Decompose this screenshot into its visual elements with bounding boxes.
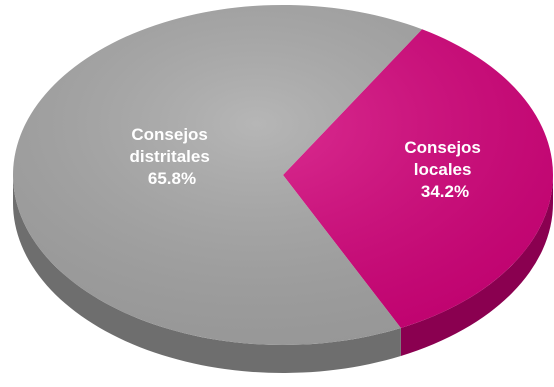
pie-sides (13, 175, 553, 373)
label-line: distritales (129, 147, 209, 166)
pie-shading (13, 5, 553, 345)
slice-side (13, 175, 401, 373)
slice-side (400, 175, 553, 356)
slice-label-distritales: Consejos distritales 65.8% (129, 125, 214, 188)
label-line: Consejos (131, 125, 208, 144)
label-value: 65.8% (148, 169, 196, 188)
label-value: 34.2% (421, 182, 469, 201)
label-line: Consejos (404, 138, 481, 157)
slice-label-locales: Consejos locales 34.2% (404, 138, 485, 201)
label-line: locales (414, 160, 472, 179)
pie-tops (13, 5, 553, 346)
pie-labels: Consejos distritales 65.8% Consejos loca… (129, 125, 485, 201)
